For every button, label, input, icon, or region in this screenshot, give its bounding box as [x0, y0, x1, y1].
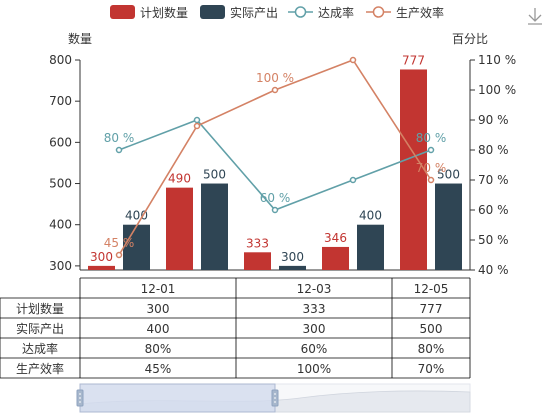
table-cell-2-2: 300	[303, 322, 326, 336]
table-row-label-1: 计划数量	[16, 301, 64, 316]
table-header-2: 12-03	[297, 282, 332, 296]
table-cell-4-3: 70%	[418, 362, 445, 376]
bar-label-1-1: 300	[90, 250, 113, 264]
bar-label-2-1: 400	[125, 209, 148, 223]
y-right-tick-label-0: 40 %	[478, 263, 509, 277]
legend-item-2[interactable]: 实际产出	[200, 5, 278, 20]
bar-1-3	[244, 252, 271, 270]
bar-1-1	[88, 265, 115, 270]
legend-label-3: 达成率	[318, 5, 354, 20]
bars: 300 490 333 346 777 400 500 300 400 500	[88, 53, 462, 271]
table-cell-2-1: 400	[147, 322, 170, 336]
data-zoom-start-handle[interactable]	[76, 389, 84, 407]
bar-2-1	[123, 224, 150, 270]
table-cell-1-1: 300	[147, 302, 170, 316]
line-1-label-1: 80 %	[104, 131, 135, 145]
line-1-point-2	[193, 116, 201, 124]
legend-swatch-1	[110, 5, 135, 19]
y-right-tick-label-6: 100 %	[478, 83, 516, 97]
table-row-label-3: 达成率	[22, 341, 58, 356]
y-right-tick-label-7: 110 %	[478, 53, 516, 67]
table-cell-3-3: 80%	[418, 342, 445, 356]
bar-2-4	[357, 224, 384, 270]
lines: 80 % 60 % 80 % 45 % 100 % 70 %	[104, 56, 447, 259]
y-right-tick-label-1: 50 %	[478, 233, 509, 247]
table-cell-4-1: 45%	[145, 362, 172, 376]
y-left-tick-label-4: 700	[49, 94, 72, 108]
bar-1-5	[400, 69, 427, 271]
legend-swatch-2	[200, 5, 225, 19]
legend-item-1[interactable]: 计划数量	[110, 5, 188, 20]
line-1-label-5: 80 %	[416, 131, 447, 145]
legend-item-3[interactable]: 达成率	[288, 5, 354, 20]
line-2-label-5: 70 %	[416, 161, 447, 175]
table-header-3: 12-05	[414, 282, 449, 296]
y-right-tick-label-2: 60 %	[478, 203, 509, 217]
y-left-tick-label-2: 500	[49, 177, 72, 191]
bar-1-2	[166, 187, 193, 270]
bar-2-5	[435, 183, 462, 270]
line-2-point-4	[349, 56, 357, 64]
legend[interactable]: 计划数量 实际产出 达成率 生产效率	[110, 5, 444, 20]
table-cell-3-1: 80%	[145, 342, 172, 356]
legend-label-4: 生产效率	[396, 5, 444, 20]
line-1-point-3	[271, 206, 279, 214]
line-1-point-4	[349, 176, 357, 184]
line-2-label-3: 100 %	[256, 71, 294, 85]
data-zoom-slider[interactable]	[76, 383, 471, 413]
table-cell-1-3: 777	[420, 302, 443, 316]
legend-swatch-marker-4	[372, 6, 385, 18]
y-right-tick-label-3: 70 %	[478, 173, 509, 187]
line-1-label-3: 60 %	[260, 191, 291, 205]
line-2-point-1	[115, 251, 123, 259]
table-cell-4-2: 100%	[297, 362, 331, 376]
table-header-1: 12-01	[141, 282, 176, 296]
bar-label-2-3: 300	[281, 250, 304, 264]
legend-swatch-marker-3	[294, 6, 307, 18]
bar-1-4	[322, 246, 349, 270]
y-right-axis-name: 百分比	[452, 32, 488, 46]
bar-label-2-4: 400	[359, 209, 382, 223]
table-row-label-4: 生产效率	[16, 361, 64, 376]
bar-label-2-5: 500	[437, 168, 460, 182]
data-zoom-end-handle[interactable]	[271, 389, 279, 407]
y-right-tick-label-5: 90 %	[478, 113, 509, 127]
legend-label-1: 计划数量	[140, 5, 188, 20]
bar-label-1-4: 346	[324, 231, 347, 245]
data-zoom-selected-range	[79, 383, 276, 413]
line-1-point-1	[115, 146, 123, 154]
legend-item-4[interactable]: 生产效率	[366, 5, 444, 20]
legend-label-2: 实际产出	[230, 5, 278, 20]
line-2-point-5	[427, 176, 435, 184]
data-table: 12-01 12-03 12-05 计划数量 300 333 777 实际产出 400 300 50…	[0, 277, 471, 379]
y-left-axis-name: 数量	[68, 31, 92, 46]
y-left-tick-label-3: 600	[49, 135, 72, 149]
download-icon-shape	[528, 8, 542, 25]
table-row-label-2: 实际产出	[16, 321, 64, 336]
table-cell-2-3: 500	[420, 322, 443, 336]
bar-2-3	[279, 265, 306, 270]
toolbox[interactable]	[528, 8, 542, 25]
table-cell-3-2: 60%	[301, 342, 328, 356]
bar-label-2-2: 500	[203, 168, 226, 182]
line-2-label-1: 45 %	[104, 236, 135, 250]
y-left-tick-label-5: 800	[49, 53, 72, 67]
bar-label-1-5: 777	[402, 53, 425, 67]
line-2-point-3	[271, 86, 279, 94]
line-2-point-2	[193, 122, 201, 130]
y-right-tick-label-4: 80 %	[478, 143, 509, 157]
download-icon[interactable]	[528, 8, 542, 25]
bar-label-1-2: 490	[168, 172, 191, 186]
y-left-tick-label-0: 300	[49, 259, 72, 273]
bar-label-1-3: 333	[246, 236, 269, 250]
y-left-tick-label-1: 400	[49, 218, 72, 232]
bar-2-2	[201, 183, 228, 270]
line-1-point-5	[427, 146, 435, 154]
table-cell-1-2: 333	[303, 302, 326, 316]
